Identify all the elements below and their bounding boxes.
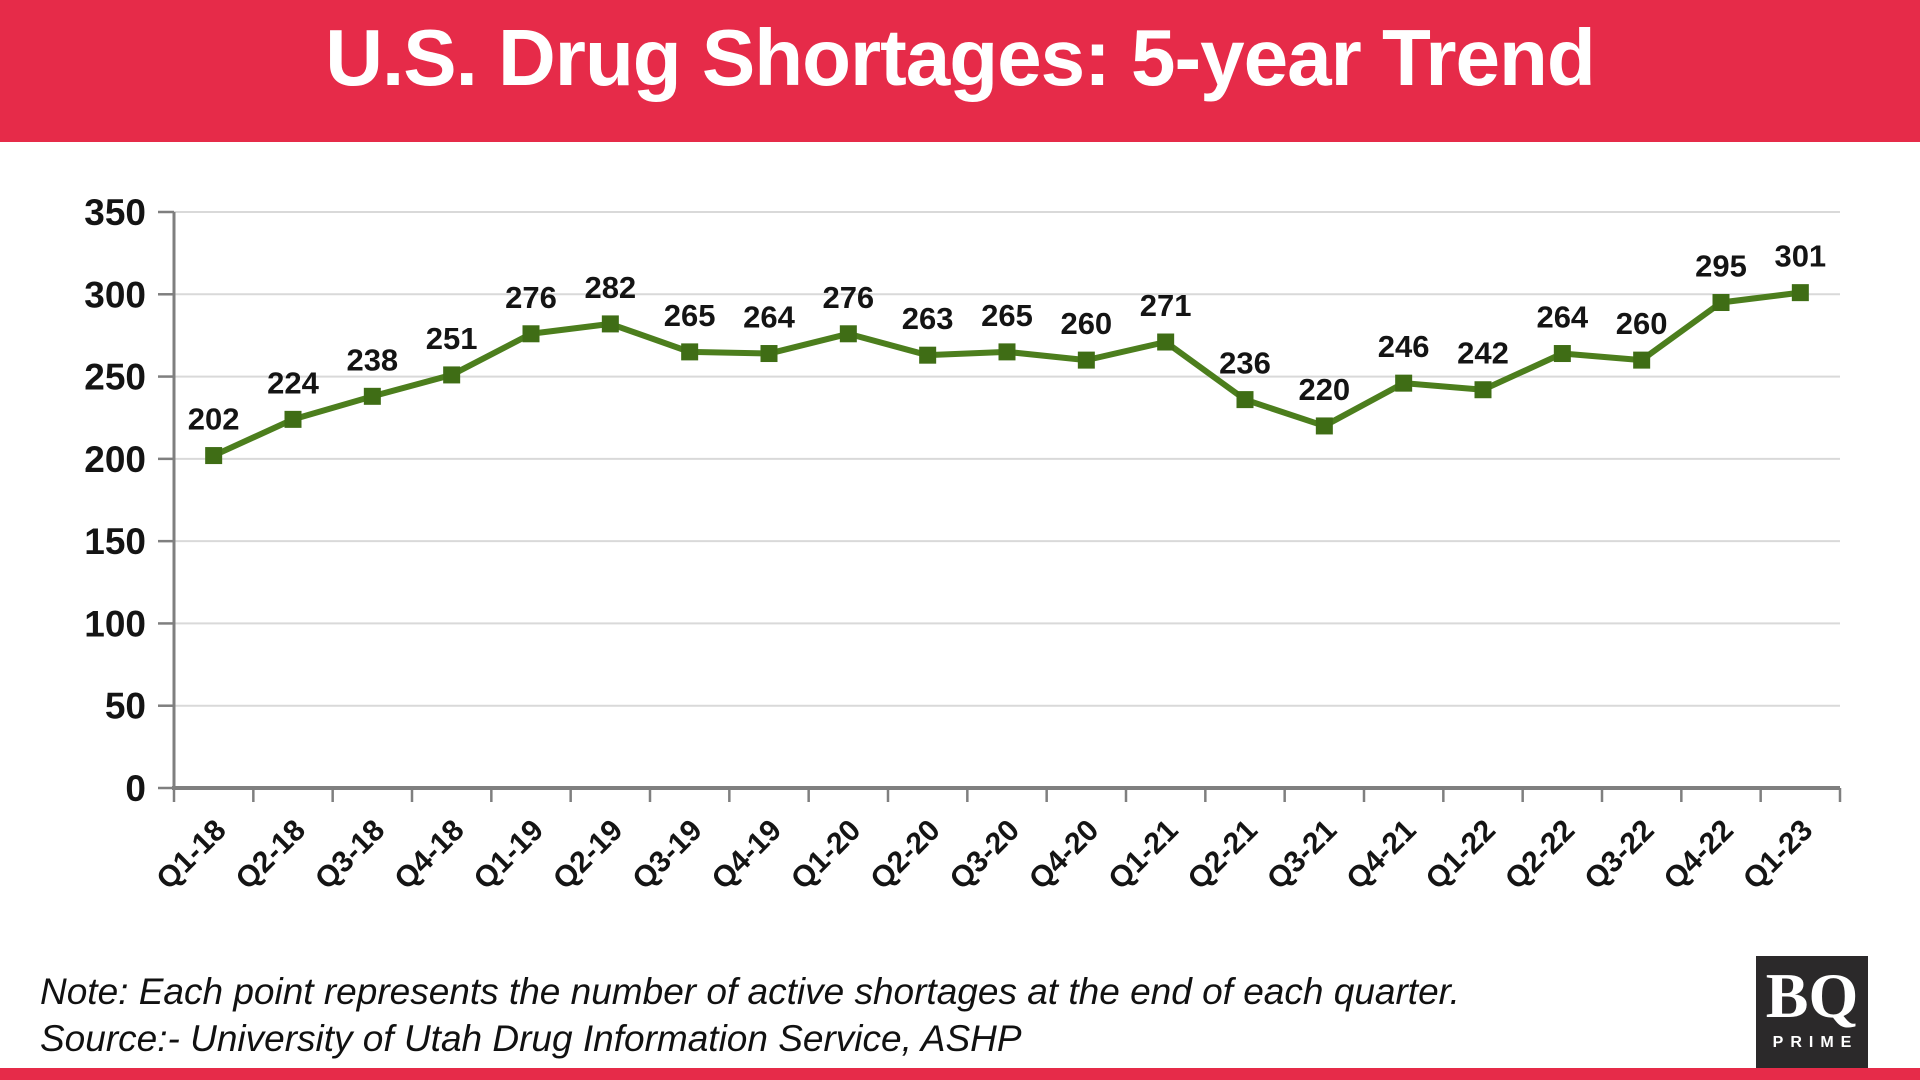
footer-notes: Note: Each point represents the number o…: [40, 968, 1540, 1062]
data-label: 265: [981, 298, 1033, 333]
page-title: U.S. Drug Shortages: 5-year Trend: [325, 13, 1596, 102]
y-tick-label: 0: [125, 768, 146, 809]
data-label: 220: [1298, 372, 1350, 407]
data-point-marker: [919, 346, 937, 364]
data-point-marker: [760, 345, 778, 363]
x-tick-label: Q1-21: [1102, 814, 1184, 896]
data-label: 264: [1536, 300, 1588, 335]
data-point-marker: [522, 325, 540, 343]
x-tick-label: Q1-19: [468, 814, 550, 896]
data-point-marker: [1077, 351, 1095, 369]
data-label: 260: [1616, 306, 1668, 341]
trend-line-chart: 050100150200250300350Q1-18Q2-18Q3-18Q4-1…: [84, 192, 1842, 896]
data-label: 271: [1140, 288, 1192, 323]
x-tick-label: Q4-20: [1023, 814, 1105, 896]
data-label: 264: [743, 300, 795, 335]
data-label: 265: [664, 298, 716, 333]
data-point-marker: [1553, 345, 1571, 363]
data-point-marker: [1315, 417, 1333, 435]
data-point-marker: [284, 410, 302, 428]
x-tick-label: Q4-19: [706, 814, 788, 896]
x-tick-label: Q1-20: [785, 814, 867, 896]
title-banner: U.S. Drug Shortages: 5-year Trend: [0, 0, 1920, 142]
x-tick-label: Q4-18: [388, 814, 470, 896]
x-tick-label: Q3-20: [944, 814, 1026, 896]
bq-logo-text: BQ: [1765, 960, 1859, 1031]
chart-area: 0 50 100 150 200 250 300 350 Q1-18 Q2-18 Q3-18 Q4-1…: [0, 142, 1920, 942]
data-label: 246: [1378, 329, 1430, 364]
data-label: 202: [188, 402, 240, 437]
x-tick-label: Q1-23: [1737, 814, 1819, 896]
data-point-marker: [839, 325, 857, 343]
data-point-marker: [1157, 333, 1175, 351]
data-label: 238: [346, 342, 398, 377]
x-tick-label: Q2-22: [1499, 814, 1581, 896]
y-tick-label: 350: [84, 192, 146, 233]
data-label: 276: [822, 280, 874, 315]
data-point-marker: [205, 447, 223, 465]
data-point-marker: [1236, 391, 1254, 409]
data-point-marker: [363, 387, 381, 405]
x-tick-label: Q4-21: [1340, 814, 1422, 896]
source-text: Source:- University of Utah Drug Informa…: [40, 1018, 1022, 1059]
data-point-marker: [1712, 294, 1730, 312]
bq-prime-logo: BQ PRIME: [1756, 956, 1868, 1072]
data-label: 236: [1219, 346, 1271, 381]
data-label: 242: [1457, 336, 1509, 371]
data-point-marker: [601, 315, 619, 333]
data-label: 295: [1695, 249, 1747, 284]
y-tick-label: 200: [84, 439, 146, 480]
data-label: 224: [267, 365, 319, 400]
data-point-marker: [681, 343, 699, 361]
data-point-marker: [998, 343, 1016, 361]
data-point-marker: [1633, 351, 1651, 369]
data-label: 251: [426, 321, 478, 356]
x-tick-label: Q3-21: [1261, 814, 1343, 896]
note-text: Note: Each point represents the number o…: [40, 971, 1460, 1012]
y-tick-label: 150: [84, 521, 146, 562]
prime-logo-text: PRIME: [1772, 1034, 1859, 1051]
x-tick-label: Q2-21: [1182, 814, 1264, 896]
data-point-marker: [1474, 381, 1492, 399]
x-tick-label: Q3-18: [309, 814, 391, 896]
x-tick-label: Q4-22: [1658, 814, 1740, 896]
data-label: 276: [505, 280, 557, 315]
y-tick-label: 300: [84, 274, 146, 315]
bottom-red-strip: [0, 1068, 1920, 1080]
x-tick-label: Q2-20: [864, 814, 946, 896]
y-tick-label: 100: [84, 603, 146, 644]
y-tick-label: 50: [105, 686, 146, 727]
data-point-marker: [443, 366, 461, 384]
x-tick-label: Q2-19: [547, 814, 629, 896]
x-tick-label: Q2-18: [230, 814, 312, 896]
x-tick-label: Q1-22: [1420, 814, 1502, 896]
x-tick-label: Q3-22: [1578, 814, 1660, 896]
data-label: 301: [1774, 239, 1826, 274]
data-point-marker: [1791, 284, 1809, 302]
data-label: 260: [1060, 306, 1112, 341]
x-tick-label: Q3-19: [626, 814, 708, 896]
data-label: 282: [584, 270, 636, 305]
y-tick-label: 250: [84, 357, 146, 398]
data-point-marker: [1395, 374, 1413, 392]
x-tick-label: Q1-18: [150, 814, 232, 896]
data-label: 263: [902, 301, 954, 336]
